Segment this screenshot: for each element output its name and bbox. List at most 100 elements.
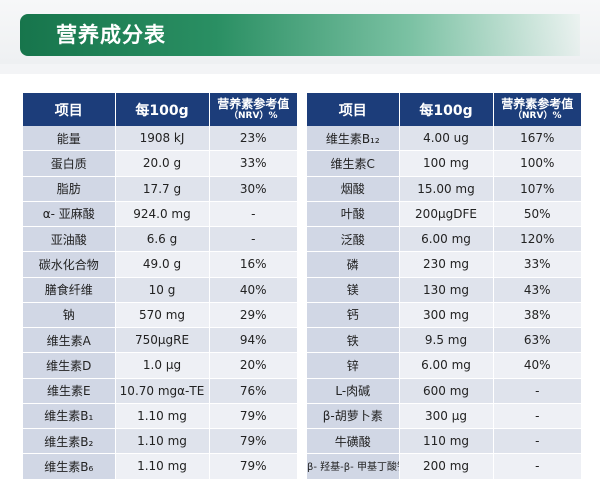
nrv-cell: 38% (493, 302, 581, 329)
table-row: β- 羟基-β- 甲基丁酸钙 200 mg - (307, 453, 581, 480)
nutrient-name-cell: 锌 (307, 352, 400, 379)
table-row: α- 亚麻酸 924.0 mg - (23, 201, 297, 228)
table-row: 维生素A 750μgRE 94% (23, 327, 297, 354)
nrv-cell: 120% (493, 226, 581, 253)
amount-cell: 1.10 mg (115, 403, 210, 430)
nrv-cell: 76% (209, 378, 297, 404)
amount-cell: 10.70 mgα-TE (115, 378, 210, 404)
header-per100g: 每100g (115, 93, 210, 126)
nutrient-name-cell: 钙 (307, 302, 400, 329)
header-item: 项目 (23, 93, 116, 126)
table-row: 维生素D 1.0 μg 20% (23, 352, 297, 379)
nutrient-name-cell: 蛋白质 (23, 150, 116, 177)
table-row: 碳水化合物 49.0 g 16% (23, 251, 297, 278)
table-row: 钠 570 mg 29% (23, 302, 297, 329)
nutrient-name-cell: α- 亚麻酸 (23, 201, 116, 228)
nutrient-name-cell: β-胡萝卜素 (307, 403, 400, 430)
nrv-cell: - (493, 428, 581, 455)
nrv-cell: 16% (209, 251, 297, 278)
amount-cell: 1.0 μg (115, 352, 210, 379)
amount-cell: 6.6 g (115, 226, 210, 253)
nutrient-name-cell: 维生素C (307, 150, 400, 177)
amount-cell: 9.5 mg (399, 327, 494, 354)
table-row: 烟酸 15.00 mg 107% (307, 176, 581, 202)
header-item: 项目 (307, 93, 400, 126)
table-header-row: 项目 每100g 营养素参考值 （NRV）% (23, 93, 297, 126)
header-nrv-sub: （NRV）% (513, 111, 562, 121)
nutrient-name-cell: β- 羟基-β- 甲基丁酸钙 (307, 453, 400, 480)
table-row: 牛磺酸 110 mg - (307, 428, 581, 455)
nutrition-rows-left: 能量 1908 kJ 23% 蛋白质 20.0 g 33% 脂肪 17.7 g 30% α- 亚麻… (23, 126, 297, 480)
nrv-cell: 107% (493, 176, 581, 202)
amount-cell: 130 mg (399, 277, 494, 303)
nutrient-name-cell: 镁 (307, 277, 400, 303)
nrv-cell: - (209, 226, 297, 253)
nutrient-name-cell: 牛磺酸 (307, 428, 400, 455)
amount-cell: 49.0 g (115, 251, 210, 278)
nrv-cell: - (493, 453, 581, 480)
table-row: 维生素B₆ 1.10 mg 79% (23, 453, 297, 480)
amount-cell: 570 mg (115, 302, 210, 329)
nutrient-name-cell: 维生素B₁ (23, 403, 116, 430)
amount-cell: 20.0 g (115, 150, 210, 177)
nutrient-name-cell: 能量 (23, 126, 116, 152)
amount-cell: 1.10 mg (115, 453, 210, 480)
amount-cell: 15.00 mg (399, 176, 494, 202)
amount-cell: 300 mg (399, 302, 494, 329)
nutrient-name-cell: 维生素B₆ (23, 453, 116, 480)
nrv-cell: 30% (209, 176, 297, 202)
nrv-cell: 33% (209, 150, 297, 177)
nutrient-name-cell: 维生素B₁₂ (307, 126, 400, 152)
nutrient-name-cell: 维生素A (23, 327, 116, 354)
nutrient-name-cell: 叶酸 (307, 201, 400, 228)
nutrient-name-text: β- 羟基-β- 甲基丁酸钙 (307, 462, 399, 474)
page-title: 营养成分表 (56, 23, 166, 47)
table-row: L-肉碱 600 mg - (307, 378, 581, 404)
table-row: 维生素B₂ 1.10 mg 79% (23, 428, 297, 455)
nrv-cell: 40% (209, 277, 297, 303)
nrv-cell: - (209, 201, 297, 228)
table-row: 维生素B₁₂ 4.00 ug 167% (307, 126, 581, 152)
amount-cell: 6.00 mg (399, 226, 494, 253)
table-row: 维生素E 10.70 mgα-TE 76% (23, 378, 297, 404)
nutrient-name-cell: 钠 (23, 302, 116, 329)
amount-cell: 300 μg (399, 403, 494, 430)
nutrient-name-cell: L-肉碱 (307, 378, 400, 404)
table-row: β-胡萝卜素 300 μg - (307, 403, 581, 430)
nrv-cell: 79% (209, 453, 297, 480)
nutrient-name-cell: 维生素E (23, 378, 116, 404)
nutrient-name-cell: 维生素D (23, 352, 116, 379)
header-band: 营养成分表 (0, 0, 600, 64)
table-header-row: 项目 每100g 营养素参考值 （NRV）% (307, 93, 581, 126)
nrv-cell: - (493, 378, 581, 404)
nutrient-name-cell: 维生素B₂ (23, 428, 116, 455)
nutrient-name-cell: 亚油酸 (23, 226, 116, 253)
nrv-cell: 29% (209, 302, 297, 329)
table-row: 磷 230 mg 33% (307, 251, 581, 278)
table-row: 脂肪 17.7 g 30% (23, 176, 297, 202)
nrv-cell: 43% (493, 277, 581, 303)
amount-cell: 230 mg (399, 251, 494, 278)
nrv-cell: - (493, 403, 581, 430)
nutrition-table-right: 项目 每100g 营养素参考值 （NRV）% 维生素B₁₂ 4.00 ug 167%… (307, 93, 581, 480)
table-row: 亚油酸 6.6 g- (23, 226, 297, 253)
table-row: 锌 6.00 mg 40% (307, 352, 581, 379)
table-row: 叶酸 200μgDFE 50% (307, 201, 581, 228)
amount-cell: 10 g (115, 277, 210, 303)
nrv-cell: 20% (209, 352, 297, 379)
amount-cell: 600 mg (399, 378, 494, 404)
nrv-cell: 50% (493, 201, 581, 228)
amount-cell: 924.0 mg (115, 201, 210, 228)
header-nrv-main: 营养素参考值 (501, 97, 574, 111)
header-nrv: 营养素参考值 （NRV）% (493, 93, 581, 126)
nutrient-name-cell: 膳食纤维 (23, 277, 116, 303)
nrv-cell: 167% (493, 126, 581, 152)
amount-cell: 1908 kJ (115, 126, 210, 152)
nutrient-name-cell: 磷 (307, 251, 400, 278)
nrv-cell: 33% (493, 251, 581, 278)
amount-cell: 750μgRE (115, 327, 210, 354)
table-row: 铁 9.5 mg 63% (307, 327, 581, 354)
nrv-cell: 23% (209, 126, 297, 152)
table-row: 维生素B₁ 1.10 mg 79% (23, 403, 297, 430)
header-nrv-main: 营养素参考值 (217, 97, 290, 111)
